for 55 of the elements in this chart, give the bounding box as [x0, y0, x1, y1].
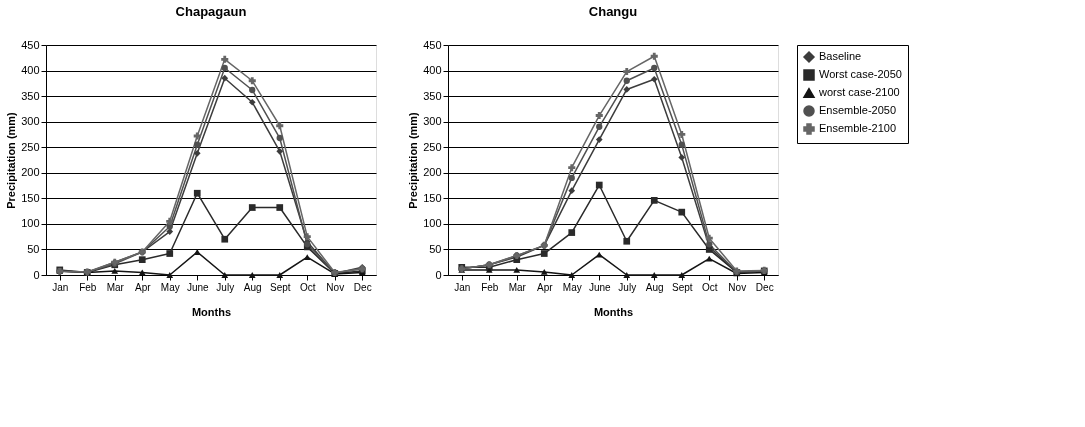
- legend-label: Ensemble-2100: [819, 122, 897, 134]
- y-tick-label: 300: [423, 115, 442, 128]
- y-tick-label: 0: [435, 268, 442, 281]
- x-tick-label: Apr: [536, 281, 554, 293]
- x-tick-label: July: [216, 281, 235, 293]
- y-tick-label: 100: [21, 217, 40, 230]
- y-tick-label: 0: [33, 268, 40, 281]
- x-tick-label: Oct: [299, 281, 316, 293]
- x-tick-label: July: [618, 281, 637, 293]
- legend-label: Baseline: [819, 50, 862, 62]
- x-tick-label: Aug: [243, 281, 262, 293]
- x-tick-label: Nov: [728, 281, 747, 293]
- x-axis-title: Months: [593, 305, 634, 318]
- x-tick-label: Mar: [508, 281, 527, 293]
- y-tick-label: 250: [423, 140, 442, 153]
- y-tick-label: 450: [21, 38, 40, 51]
- y-tick-label: 50: [27, 242, 40, 255]
- y-axis-title: Precipitation (mm): [5, 111, 18, 209]
- x-tick-label: Oct: [701, 281, 718, 293]
- y-tick-label: 200: [423, 166, 442, 179]
- x-tick-label: June: [588, 281, 612, 293]
- y-tick-label: 150: [21, 191, 40, 204]
- y-tick-label: 250: [21, 140, 40, 153]
- chart-title: Chapagaun: [175, 4, 247, 19]
- x-tick-label: Sept: [671, 281, 693, 293]
- chart-title: Changu: [588, 4, 638, 19]
- x-tick-label: June: [186, 281, 210, 293]
- x-tick-label: Feb: [481, 281, 499, 293]
- x-tick-label: Aug: [645, 281, 664, 293]
- x-tick-label: May: [562, 281, 582, 293]
- y-tick-label: 150: [423, 191, 442, 204]
- y-tick-label: 450: [423, 38, 442, 51]
- y-axis-title: Precipitation (mm): [407, 111, 420, 209]
- y-tick-label: 50: [429, 242, 442, 255]
- x-tick-label: Feb: [79, 281, 97, 293]
- y-tick-label: 100: [423, 217, 442, 230]
- x-tick-label: May: [160, 281, 180, 293]
- legend-label: worst case-2100: [818, 86, 900, 98]
- y-tick-label: 400: [423, 64, 442, 77]
- x-axis-title: Months: [191, 305, 232, 318]
- y-tick-label: 400: [21, 64, 40, 77]
- x-tick-label: Jan: [52, 281, 69, 293]
- x-tick-label: Mar: [106, 281, 125, 293]
- legend-label: Worst case-2050: [819, 68, 902, 80]
- x-tick-label: Nov: [326, 281, 345, 293]
- y-tick-label: 350: [423, 89, 442, 102]
- x-tick-label: Dec: [353, 281, 372, 293]
- x-tick-label: Apr: [134, 281, 152, 293]
- x-tick-label: Jan: [454, 281, 471, 293]
- x-tick-label: Sept: [269, 281, 291, 293]
- x-tick-label: Dec: [755, 281, 774, 293]
- y-tick-label: 200: [21, 166, 40, 179]
- y-tick-label: 350: [21, 89, 40, 102]
- legend-label: Ensemble-2050: [819, 104, 897, 116]
- y-tick-label: 300: [21, 115, 40, 128]
